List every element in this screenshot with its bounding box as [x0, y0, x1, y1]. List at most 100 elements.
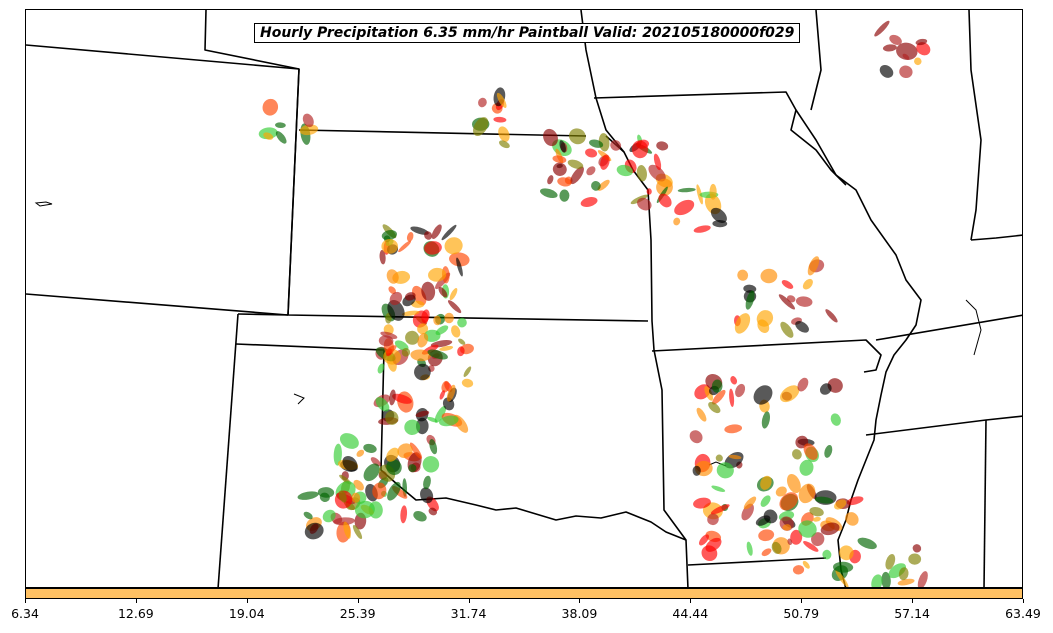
border-ok-panhandle	[235, 343, 687, 541]
precip-blob	[915, 38, 928, 46]
state-borders	[26, 10, 1022, 587]
precip-blob	[730, 376, 738, 385]
precip-blob	[552, 155, 567, 164]
precip-blob	[803, 541, 819, 552]
map-panel: Hourly Precipitation 6.35 mm/hr Paintbal…	[25, 9, 1023, 588]
precip-blob	[547, 175, 554, 185]
precip-blob	[412, 310, 429, 328]
precip-blob	[696, 407, 707, 422]
colorbar-tick-label: 19.04	[228, 606, 265, 621]
precip-blob	[372, 482, 387, 500]
precip-blob	[710, 207, 727, 223]
precip-blob	[496, 92, 507, 108]
precip-blob	[782, 524, 792, 531]
precip-blob	[917, 571, 928, 587]
precip-blob	[401, 348, 411, 357]
map-title: Hourly Precipitation 6.35 mm/hr Paintbal…	[254, 23, 801, 43]
precip-blob	[882, 44, 897, 52]
precip-blob	[771, 541, 782, 554]
precip-blob	[753, 385, 773, 405]
colorbar-tick	[1023, 599, 1024, 603]
precip-blob	[351, 492, 361, 503]
border-ar-south	[687, 557, 827, 566]
lake-outline	[34, 201, 53, 207]
precip-blob	[262, 98, 279, 116]
precip-blob	[428, 267, 447, 282]
precip-blob	[658, 193, 672, 208]
precip-blob	[333, 517, 355, 526]
precip-blob	[908, 553, 922, 565]
precip-blob	[375, 397, 390, 412]
border-nm-west	[217, 313, 239, 587]
precip-blob	[874, 20, 890, 37]
precip-blob	[377, 363, 385, 374]
border-ok-north	[237, 313, 289, 316]
precip-blob	[795, 296, 813, 307]
precip-blob	[786, 473, 801, 494]
precip-blob	[458, 338, 466, 345]
precip-blob	[802, 278, 813, 290]
precip-blob	[401, 310, 420, 316]
precip-blob	[689, 430, 703, 444]
border-tn-south	[983, 419, 987, 587]
precip-blob	[552, 162, 567, 176]
precip-blob	[631, 140, 649, 159]
precip-blob	[699, 534, 709, 546]
border-ky-north	[970, 234, 1022, 241]
precip-blob	[405, 330, 420, 345]
precip-blob	[845, 512, 859, 526]
precip-blob	[463, 366, 472, 377]
precip-blob	[356, 449, 365, 457]
precip-blob	[408, 464, 417, 473]
precip-blob	[317, 487, 335, 498]
border-co-north	[26, 293, 289, 316]
precip-blob	[441, 380, 450, 393]
border-ne-co-west	[287, 68, 649, 322]
precip-blob	[409, 442, 423, 459]
precip-blob	[322, 509, 336, 523]
precip-blob	[798, 483, 816, 504]
border-il-east	[968, 10, 982, 241]
precip-blob	[716, 462, 734, 479]
precip-blob	[597, 179, 610, 191]
precip-blob	[439, 345, 454, 351]
precip-blob	[441, 224, 457, 241]
precip-blob	[707, 513, 719, 526]
precip-blob	[677, 187, 696, 193]
precip-blob	[824, 444, 833, 458]
precip-blob	[916, 42, 931, 56]
precip-blob	[653, 153, 662, 171]
precip-blob	[456, 257, 463, 277]
colorbar-tick-label: 38.09	[561, 606, 598, 621]
precip-blob	[711, 485, 726, 493]
precip-blob	[398, 240, 412, 253]
precip-blob	[902, 53, 910, 60]
precip-blob	[896, 42, 918, 60]
precip-blob	[833, 561, 854, 573]
precip-blob	[758, 529, 775, 542]
river-tn	[965, 299, 982, 356]
precip-blob	[410, 349, 431, 362]
precip-blob	[388, 286, 396, 294]
precip-blob	[423, 475, 431, 490]
precip-blob	[263, 132, 274, 140]
precip-blob	[825, 309, 838, 323]
rivers-lakes	[34, 201, 982, 467]
precip-paintball-blobs	[258, 20, 931, 587]
precip-blob	[585, 148, 598, 158]
precip-blob	[275, 131, 287, 144]
precip-blob	[429, 439, 438, 455]
precip-blob	[809, 507, 824, 517]
colorbar-tick-label: 6.34	[11, 606, 39, 621]
precip-blob	[857, 537, 877, 550]
precip-blob	[799, 459, 814, 476]
precip-blob	[406, 231, 414, 242]
precip-blob	[807, 256, 820, 276]
precip-blob	[710, 504, 730, 515]
colorbar-tick-label: 50.79	[783, 606, 820, 621]
precip-blob	[424, 241, 442, 255]
border-wy-south	[26, 44, 300, 316]
map-svg	[26, 10, 1022, 587]
precip-blob	[411, 300, 425, 308]
precip-blob	[760, 268, 778, 284]
